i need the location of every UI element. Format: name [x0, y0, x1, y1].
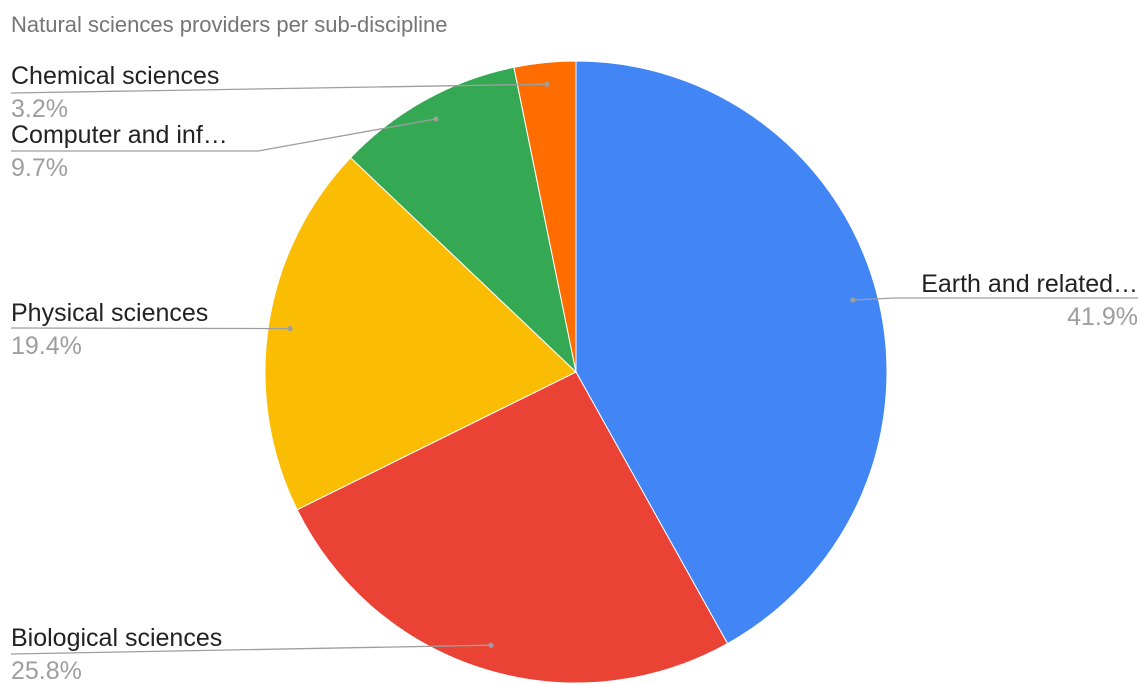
chart-title: Natural sciences providers per sub-disci… [11, 12, 448, 37]
slice-label-biological-sciences: Biological sciences [11, 624, 222, 652]
slice-label-earth-and-related: Earth and related… [921, 270, 1138, 298]
slice-labels: Earth and related… 41.9% Biological scienc… [11, 62, 1138, 684]
slice-label-physical-sciences: Physical sciences [11, 299, 208, 327]
pie-slices [264, 60, 888, 684]
slice-value-physical-sciences: 19.4% [11, 332, 82, 360]
slice-value-earth-and-related: 41.9% [1067, 303, 1138, 331]
pie-slice-biological-sciences[interactable] [296, 371, 729, 684]
slice-label-chemical-sciences: Chemical sciences [11, 62, 219, 90]
leader-lines [10, 81, 1138, 655]
pie-slice-earth-and-related[interactable] [575, 60, 888, 645]
slice-value-chemical-sciences: 3.2% [11, 95, 68, 123]
leader-line-chemical-sciences [10, 83, 548, 94]
leader-line-earth-and-related [852, 297, 1138, 301]
pie-slice-physical-sciences[interactable] [264, 156, 577, 511]
leader-dot-earth-and-related [850, 297, 856, 303]
leader-line-physical-sciences [10, 327, 291, 330]
pie-slice-computer-and-inf[interactable] [349, 66, 577, 374]
slice-label-computer-and-inf: Computer and inf… [11, 121, 228, 149]
pie-slice-chemical-sciences[interactable] [513, 60, 577, 373]
leader-dot-computer-and-inf [433, 116, 439, 122]
leader-dot-chemical-sciences [544, 81, 550, 87]
leader-dot-physical-sciences [287, 326, 293, 332]
leader-line-computer-and-inf [11, 118, 437, 152]
leader-dot-biological-sciences [488, 642, 494, 648]
slice-value-biological-sciences: 25.8% [11, 657, 82, 684]
leader-line-biological-sciences [10, 644, 492, 655]
slice-value-computer-and-inf: 9.7% [11, 154, 68, 182]
